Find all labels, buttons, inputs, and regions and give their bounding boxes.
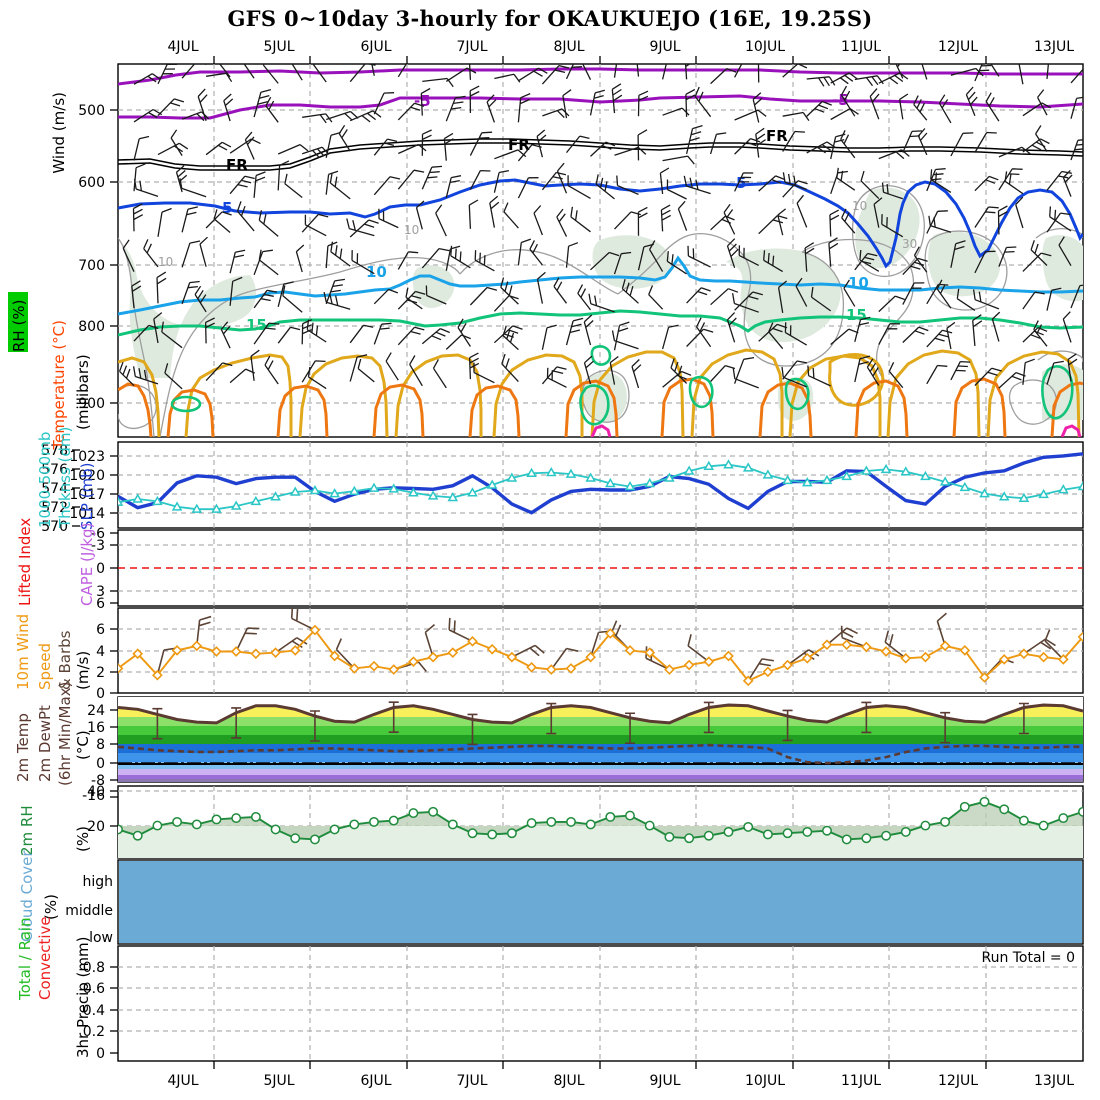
- isotherm-label-minus5-b: -5: [832, 91, 849, 109]
- temp-tick-8: 8: [96, 737, 105, 753]
- freezing-label-a: FR: [226, 156, 248, 174]
- rh-contour-label-10: 10: [158, 255, 173, 269]
- day-label-bottom-6: 10JUL: [745, 1073, 785, 1089]
- run-total-label: Run Total = 0: [981, 950, 1075, 966]
- axis-title-temp2m-c: (6hr Min/Max): [56, 682, 74, 786]
- day-label-bottom-2: 6JUL: [360, 1073, 391, 1089]
- upper-air-panel: 10 10 10 30 -5 -5 FR FR FR 5: [118, 48, 1094, 437]
- axis-title-wind10m-b: Speed: [36, 643, 54, 690]
- wind-tick-6: 6: [96, 622, 105, 638]
- day-label-bottom-0: 4JUL: [167, 1073, 198, 1089]
- thickness-markers: [114, 461, 1087, 512]
- freezing-label-c: FR: [766, 127, 788, 145]
- rh-contour-label-10b: 10: [404, 223, 419, 237]
- day-label-top-4: 8JUL: [553, 39, 584, 55]
- wind-tick-0: 0: [96, 686, 105, 702]
- axis-title-rh2m: 2m RH: [18, 805, 36, 856]
- wind10m-barbs: [157, 606, 1063, 680]
- isotherm-30: [592, 426, 1080, 437]
- isotherm-label-10-a: 10: [366, 263, 387, 281]
- rh-tick-40: 40: [87, 784, 105, 800]
- axis-title-wind10m-c: & Barbs: [56, 630, 74, 690]
- precip-panel: Run Total = 0: [981, 950, 1075, 966]
- axis-title-wind10m-units: (m/s): [74, 651, 92, 690]
- wind-tick-4: 4: [96, 644, 105, 660]
- day-label-bottom-1: 5JUL: [263, 1073, 294, 1089]
- day-label-top-2: 6JUL: [360, 39, 391, 55]
- day-label-top-5: 9JUL: [649, 39, 680, 55]
- axis-title-rh-upper: RH (%): [10, 300, 28, 352]
- day-label-bottom-3: 7JUL: [456, 1073, 487, 1089]
- axis-title-rh2m-units: (%): [74, 826, 92, 852]
- day-label-top-6: 10JUL: [745, 39, 785, 55]
- isotherm-label-10-b: 10: [848, 274, 869, 292]
- meteogram-svg: 10 10 10 30 -5 -5 FR FR FR 5: [0, 0, 1100, 1100]
- day-label-bottom-4: 8JUL: [553, 1073, 584, 1089]
- day-label-bottom-8: 12JUL: [938, 1073, 978, 1089]
- rh-contour-label-30: 30: [902, 237, 917, 251]
- day-label-bottom-7: 11JUL: [841, 1073, 881, 1089]
- day-labels-top: 4JUL 5JUL 6JUL 7JUL 8JUL 9JUL 10JUL 11JU…: [167, 39, 1074, 55]
- cloud-tick-high: high: [82, 874, 113, 890]
- pressure-tick-600: 600: [78, 175, 105, 191]
- isotherm-label-15-b: 15: [846, 306, 867, 324]
- pressure-tick-800: 800: [78, 319, 105, 335]
- temp-tick-0: 0: [96, 756, 105, 772]
- day-label-top-0: 4JUL: [167, 39, 198, 55]
- day-label-top-3: 7JUL: [456, 39, 487, 55]
- cloud-tick-labels: high middle low: [65, 874, 113, 946]
- wind-tick-2: 2: [96, 665, 105, 681]
- axis-title-precip-units: 3hr Precip (mm): [74, 937, 92, 1058]
- wind-barbs-upper: [120, 48, 1094, 389]
- axis-title-thickness: Thcknss (dm): [56, 427, 74, 529]
- day-label-bottom-9: 13JUL: [1034, 1073, 1074, 1089]
- day-label-top-1: 5JUL: [263, 39, 294, 55]
- axis-title-precip-total: Total / Rain: [16, 917, 34, 1001]
- day-labels-bottom: 4JUL 5JUL 6JUL 7JUL 8JUL 9JUL 10JUL 11JU…: [167, 1073, 1074, 1089]
- wind-tick-labels: 6 4 2 0: [96, 622, 105, 702]
- li-tick-6: 6: [96, 596, 105, 612]
- axis-title-temp2m-units: (°C): [74, 730, 92, 760]
- axis-title-temp2m-b: 2m DewPt: [36, 705, 54, 782]
- axis-title-wind: Wind (m/s): [50, 92, 68, 174]
- axis-title-temp2m-a: 2m Temp: [14, 713, 32, 782]
- meteogram-page: GFS 0~10day 3-hourly for OKAUKUEJO (16E,…: [0, 0, 1100, 1100]
- cloud-tick-middle: middle: [65, 903, 113, 919]
- rh-base-fill: [118, 826, 1083, 858]
- temp2m-panel: [118, 697, 1083, 782]
- precip-tick-0: 0: [96, 1046, 105, 1062]
- day-label-top-7: 11JUL: [841, 39, 881, 55]
- pressure-tick-700: 700: [78, 258, 105, 274]
- axis-title-cape: CAPE (J/kg): [78, 523, 96, 606]
- day-label-top-8: 12JUL: [938, 39, 978, 55]
- axis-title-thickness-sub: 1000-500mb: [36, 432, 54, 528]
- rh-contour-label-10c: 10: [852, 199, 867, 213]
- axis-title-precip-conv: Convective: [36, 916, 54, 1000]
- pressure-tick-500: 500: [78, 103, 105, 119]
- axis-title-lifted-index: Lifted Index: [16, 518, 34, 606]
- li-tick-0: 0: [96, 561, 105, 577]
- cloud-cover-panel: [119, 861, 1082, 943]
- cloud-tick-low: low: [89, 930, 113, 946]
- day-label-top-9: 13JUL: [1034, 39, 1074, 55]
- axis-title-millibars: (millibars): [74, 354, 92, 430]
- temp-tick-24: 24: [87, 703, 105, 719]
- cloud-cover-fill: [119, 861, 1082, 943]
- axis-title-wind10m-a: 10m Wind: [14, 614, 32, 690]
- axis-title-cloud-units: (%): [42, 894, 60, 920]
- axis-title-slp: SLP (mb): [78, 462, 96, 530]
- day-label-bottom-5: 9JUL: [649, 1073, 680, 1089]
